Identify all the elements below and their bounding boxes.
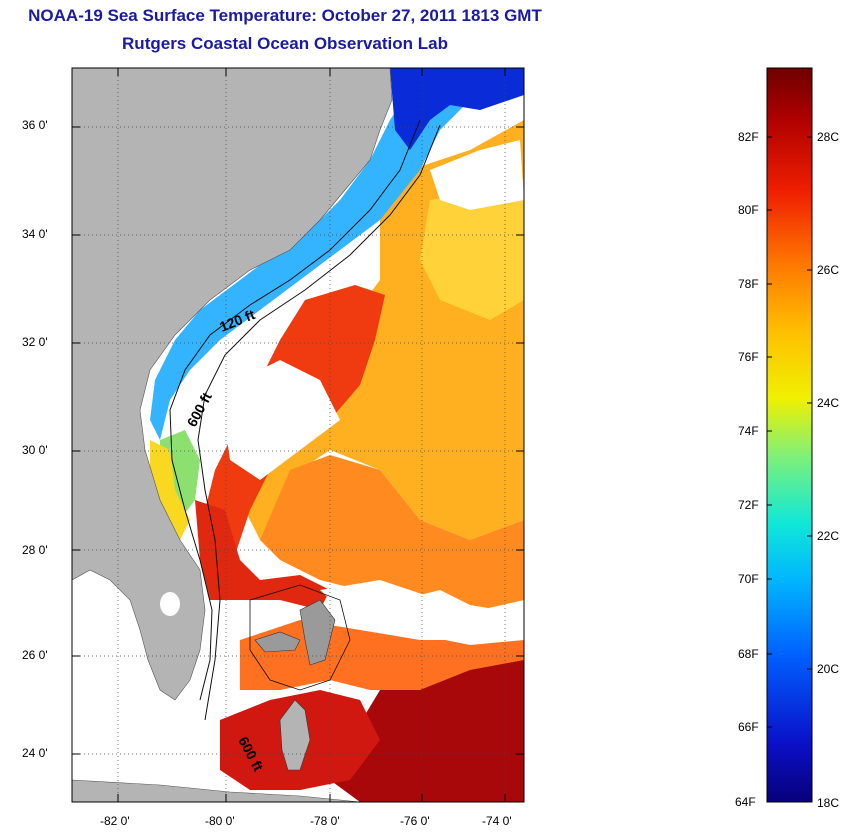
colorbar-ticks: [767, 136, 812, 728]
colorbar-label-f: 66F: [738, 720, 759, 734]
lake-okeechobee: [160, 592, 180, 616]
lat-tick-label: 32 0': [22, 335, 48, 349]
chart-subtitle: Rutgers Coastal Ocean Observation Lab: [122, 34, 448, 53]
colorbar-label-f: 72F: [738, 498, 759, 512]
land-grand-bahama: [254, 631, 301, 653]
land-us-east-coast: [72, 68, 393, 701]
sst-gulfstream-south: [195, 500, 330, 610]
sst-hot-southeast: [330, 650, 524, 802]
sst-orange-region: [260, 455, 524, 610]
lat-tick-label: 30 0': [22, 443, 48, 457]
colorbar-label-f: 76F: [738, 350, 759, 364]
lat-tick-label: 36 0': [22, 118, 48, 132]
lon-tick-label: -76 0': [400, 814, 430, 828]
contour-120ft: [169, 119, 421, 701]
lat-tick-label: 26 0': [22, 648, 48, 662]
colorbar-label-c: 26C: [817, 263, 840, 277]
colorbar-label-f: 68F: [738, 647, 759, 661]
colorbar-label-f: 80F: [738, 203, 759, 217]
colorbar: [766, 67, 813, 803]
contour-600ft: [197, 124, 441, 721]
colorbar-label-f: 70F: [738, 572, 759, 586]
lon-tick-label: -80 0': [205, 814, 235, 828]
colorbar-label-f: 78F: [738, 277, 759, 291]
colorbar-label-c: 18C: [817, 796, 840, 810]
axis-tick-marks: [72, 68, 524, 802]
sst-yellow-region: [420, 180, 524, 320]
sst-cold-shelf-north: [390, 68, 524, 150]
colorbar-label-c: 22C: [817, 529, 840, 543]
colorbar-label-f: 64F: [735, 795, 756, 809]
lat-tick-label: 34 0': [22, 227, 48, 241]
lat-tick-label: 24 0': [22, 746, 48, 760]
land-cuba-west: [72, 779, 361, 802]
colorbar-label-f: 82F: [738, 130, 759, 144]
chart-title: NOAA-19 Sea Surface Temperature: October…: [28, 6, 542, 25]
lon-tick-label: -82 0': [100, 814, 130, 828]
map-grid: [72, 68, 524, 802]
lon-tick-label: -78 0': [310, 814, 340, 828]
cloud-mass-north: [430, 140, 524, 210]
lat-tick-label: 28 0': [22, 543, 48, 557]
cloud-mass-central: [220, 360, 340, 480]
lon-tick-label: -74 0': [482, 814, 512, 828]
colorbar-label-c: 28C: [817, 130, 840, 144]
colorbar-label-f: 74F: [738, 424, 759, 438]
colorbar-label-c: 24C: [817, 396, 840, 410]
colorbar-label-c: 20C: [817, 662, 840, 676]
land-abaco: [299, 599, 336, 666]
sst-cool-shelf: [150, 80, 470, 440]
land-andros-island: [279, 699, 311, 771]
